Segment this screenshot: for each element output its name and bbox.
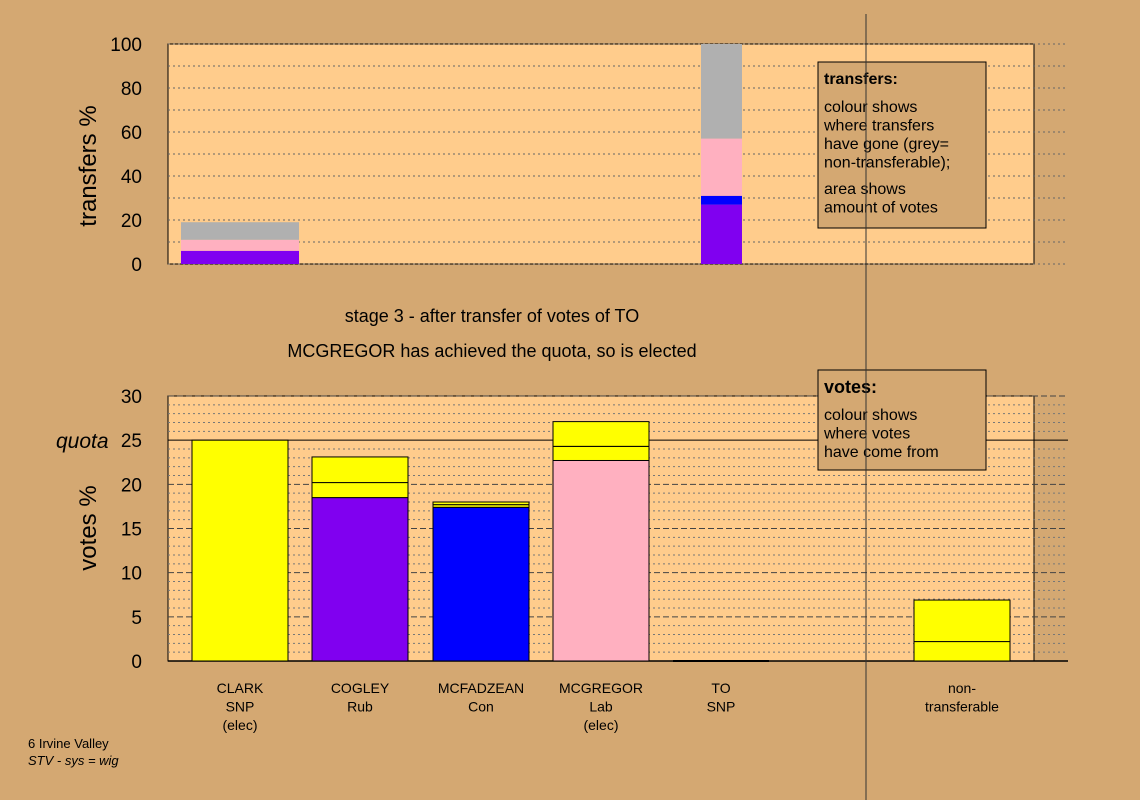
votes-bar-segment bbox=[432, 506, 530, 662]
candidate-label: Lab bbox=[589, 699, 613, 715]
candidate-label: Rub bbox=[347, 699, 373, 715]
votes-chart: 0 5 10 15 20 25 30 quota CLARK SNP (elec) COGLEY Ru… bbox=[56, 369, 1068, 733]
transfers-bar-segment bbox=[181, 239, 299, 251]
candidate-label: non- bbox=[948, 680, 976, 696]
candidate-label: (elec) bbox=[222, 717, 257, 733]
transfers-bar-segment bbox=[181, 222, 299, 240]
transfers-y-ticks: 0 20 40 60 80 100 bbox=[110, 35, 142, 276]
transfers-legend-line: amount of votes bbox=[824, 200, 938, 217]
transfers-y-axis-label: transfers % bbox=[75, 105, 102, 226]
votes-legend-line: colour shows bbox=[824, 407, 917, 424]
votes-y-tick-label: 25 bbox=[121, 431, 142, 452]
votes-y-tick-label: 30 bbox=[121, 387, 142, 408]
votes-bar-segment bbox=[311, 482, 409, 499]
elected-caption: MCGREGOR has achieved the quota, so is e… bbox=[287, 341, 696, 361]
transfers-bars bbox=[181, 44, 742, 264]
votes-bars bbox=[191, 421, 1011, 662]
transfers-chart: 0 20 40 60 80 100 transfers % transfers: colo… bbox=[75, 35, 1068, 276]
stage-caption: stage 3 - after transfer of votes of TO bbox=[345, 306, 639, 326]
votes-y-ticks: 0 5 10 15 20 25 30 quota bbox=[56, 387, 142, 673]
candidate-label: CLARK bbox=[217, 680, 264, 696]
votes-category-labels: CLARK SNP (elec) COGLEY Rub MCFADZEAN Con MCGRE… bbox=[217, 680, 1000, 733]
candidate-label: SNP bbox=[226, 699, 255, 715]
votes-bar-segment bbox=[311, 497, 409, 662]
candidate-label: transferable bbox=[925, 699, 999, 715]
votes-bar-segment bbox=[552, 421, 650, 447]
transfers-legend-line: area shows bbox=[824, 181, 906, 198]
transfers-bar-segment bbox=[701, 44, 742, 139]
votes-bar-segment bbox=[552, 459, 650, 662]
transfers-y-tick-label: 100 bbox=[110, 35, 142, 56]
votes-legend-title: votes: bbox=[824, 377, 877, 397]
transfers-y-tick-label: 40 bbox=[121, 167, 142, 188]
votes-bar-segment bbox=[913, 599, 1011, 643]
transfers-legend-line: colour shows bbox=[824, 99, 917, 116]
system-label: STV - sys = wig bbox=[28, 753, 119, 768]
votes-bar-segment bbox=[432, 501, 530, 506]
votes-y-tick-label: 15 bbox=[121, 520, 142, 541]
transfers-legend-line: non-transferable); bbox=[824, 155, 950, 172]
footer: 6 Irvine Valley STV - sys = wig bbox=[28, 735, 119, 769]
transfers-y-tick-label: 0 bbox=[131, 255, 142, 276]
votes-y-tick-label: 5 bbox=[131, 608, 142, 629]
candidate-label: Con bbox=[468, 699, 494, 715]
transfers-legend-box: transfers: colour shows where transfersha… bbox=[817, 61, 987, 229]
candidate-label: COGLEY bbox=[331, 680, 390, 696]
transfers-bar-segment bbox=[701, 204, 742, 264]
votes-bar-segment bbox=[191, 439, 289, 662]
transfers-legend-title: transfers: bbox=[824, 71, 898, 88]
votes-legend-line: have come from bbox=[824, 444, 939, 461]
votes-bar-segment bbox=[913, 641, 1011, 662]
votes-y-tick-label: 10 bbox=[121, 564, 142, 585]
candidate-label: TO bbox=[711, 680, 730, 696]
votes-y-axis-label: votes % bbox=[75, 485, 102, 570]
transfers-y-tick-label: 80 bbox=[121, 79, 142, 100]
candidate-label: MCGREGOR bbox=[559, 680, 643, 696]
votes-y-tick-label: 0 bbox=[131, 652, 142, 673]
transfers-legend-line: where transfers bbox=[823, 118, 934, 135]
transfers-y-tick-label: 60 bbox=[121, 123, 142, 144]
transfers-y-tick-label: 20 bbox=[121, 211, 142, 232]
candidate-label: SNP bbox=[707, 699, 736, 715]
transfers-bar-segment bbox=[701, 195, 742, 205]
transfers-bar-segment bbox=[701, 138, 742, 196]
votes-y-tick-label: 20 bbox=[121, 475, 142, 496]
votes-bar-segment bbox=[311, 456, 409, 484]
transfers-legend-line: have gone (grey= bbox=[824, 136, 949, 153]
transfers-bar-segment bbox=[181, 250, 299, 264]
votes-bar-segment bbox=[552, 445, 650, 461]
candidate-label: (elec) bbox=[583, 717, 618, 733]
ward-name: 6 Irvine Valley bbox=[28, 736, 109, 751]
quota-label: quota bbox=[56, 430, 109, 453]
candidate-label: MCFADZEAN bbox=[438, 680, 524, 696]
votes-legend-line: where votes bbox=[823, 426, 910, 443]
